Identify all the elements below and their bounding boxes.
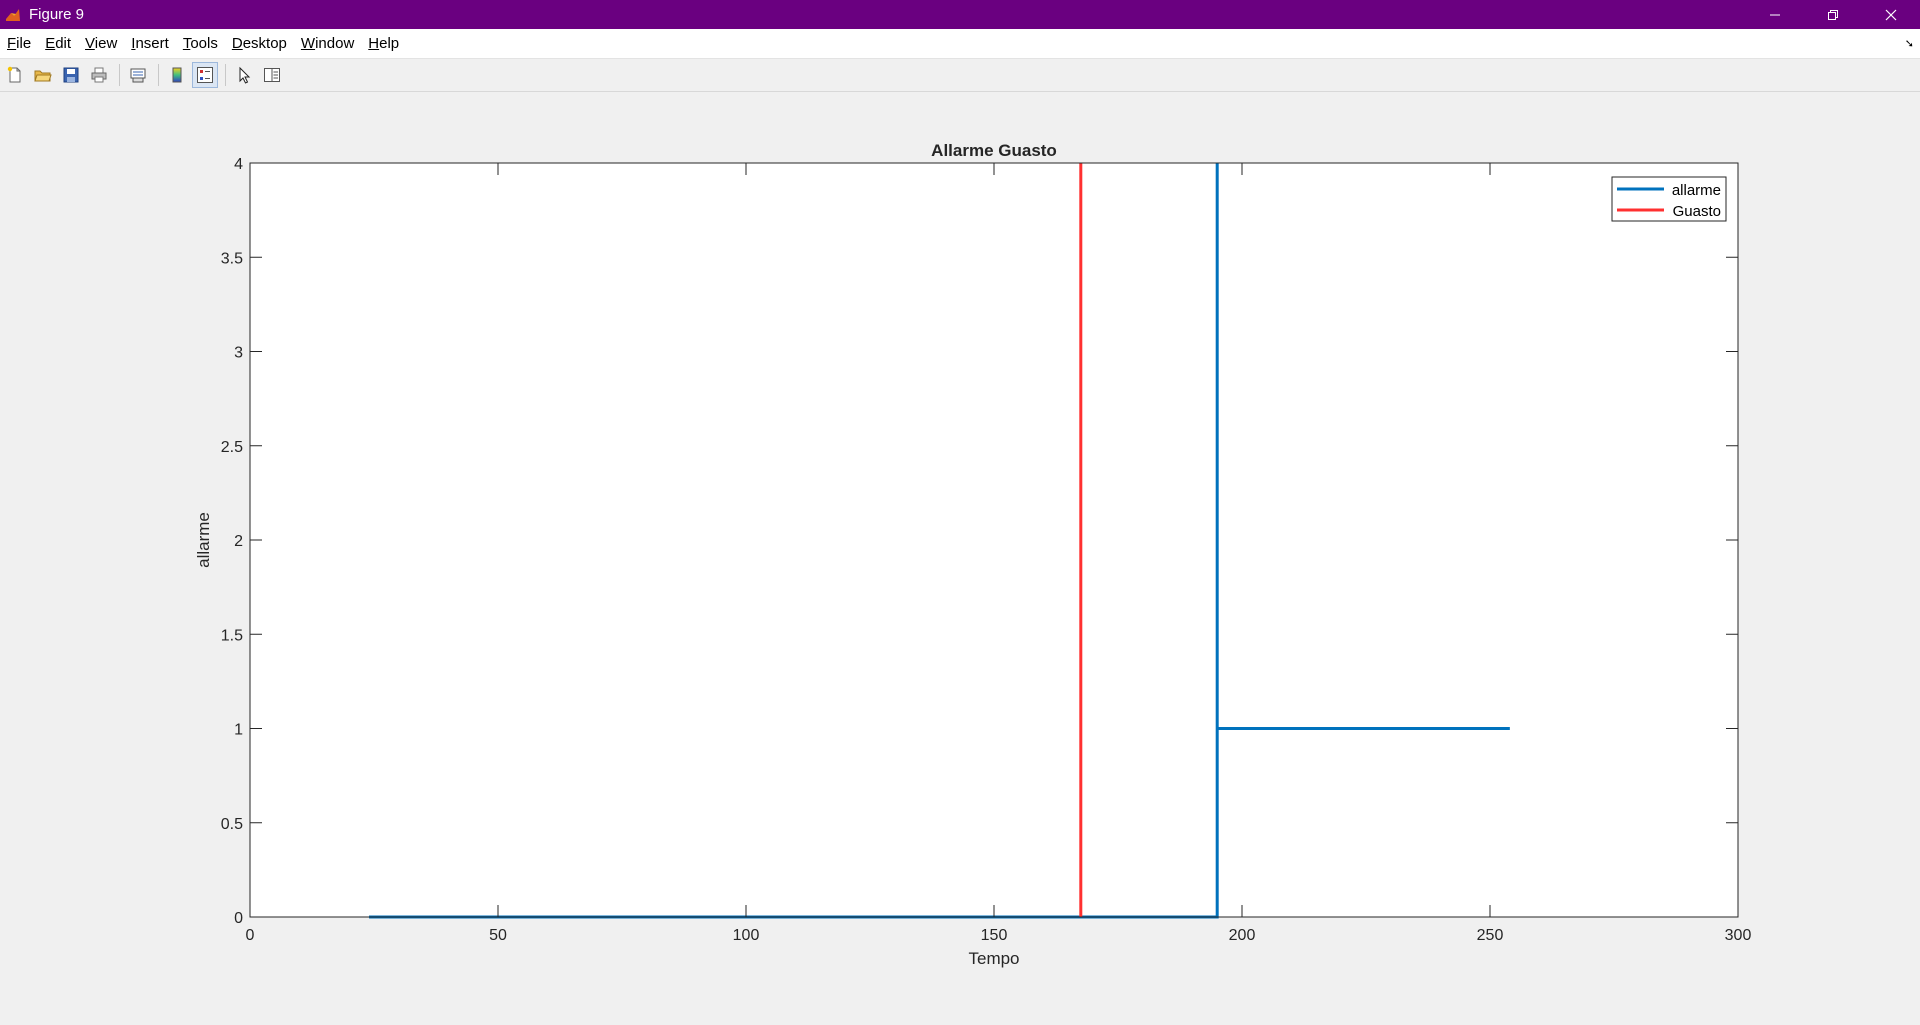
y-tick-label: 2 [234, 533, 243, 550]
matlab-icon [6, 8, 20, 21]
menu-file[interactable]: File [7, 34, 32, 52]
y-tick-label: 4 [234, 156, 243, 173]
new-figure-button[interactable] [2, 62, 28, 88]
colorbar-button[interactable] [164, 62, 190, 88]
menu-edit[interactable]: Edit [45, 34, 72, 52]
link-plot-icon [130, 68, 146, 83]
legend-box [1611, 176, 1727, 222]
legend-label: Guasto [1673, 203, 1721, 220]
open-file-icon [34, 70, 52, 82]
print-button[interactable] [86, 62, 112, 88]
window-titlebar: Figure 9 [0, 0, 1920, 29]
open-file-button[interactable] [30, 62, 56, 88]
x-tick-label: 150 [981, 927, 1008, 944]
minimize-button[interactable] [1746, 0, 1804, 29]
dock-arrow-icon[interactable]: ➘ [1904, 38, 1914, 50]
legend-label: allarme [1672, 182, 1721, 199]
menu-view[interactable]: View [85, 34, 118, 52]
new-figure-icon [7, 66, 21, 83]
restore-icon [1828, 9, 1838, 20]
figure-canvas: 0 50 100 150 200 250 300 0 0.5 1 1.5 2 2.5 3 3.5 4 Alla… [0, 92, 1920, 1020]
close-icon [1885, 9, 1897, 20]
plot-area [250, 163, 1738, 917]
y-tick-label: 1 [234, 722, 243, 739]
x-tick-label: 50 [489, 927, 507, 944]
axes-box [249, 162, 1739, 918]
menu-window[interactable]: Window [300, 34, 355, 52]
colorbar-icon [172, 67, 182, 83]
y-axis-label: allarme [194, 512, 213, 568]
chart-title: Allarme Guasto [931, 141, 1057, 160]
x-tick-label: 0 [246, 927, 255, 944]
legend-icon [197, 67, 213, 83]
menu-insert[interactable]: Insert [131, 34, 169, 52]
y-tick-label: 1.5 [221, 627, 243, 644]
x-tick-label: 100 [733, 927, 760, 944]
menu-bar: File Edit View Insert Tools Desktop Wind… [0, 29, 1920, 59]
x-tick-label: 200 [1229, 927, 1256, 944]
legend-button[interactable] [192, 62, 218, 88]
y-tick-label: 2.5 [221, 439, 243, 456]
window-controls [1746, 0, 1920, 29]
chart: 0 50 100 150 200 250 300 0 0.5 1 1.5 2 2.5 3 3.5 4 Alla… [194, 141, 1752, 968]
link-plot-button[interactable] [125, 62, 151, 88]
legend[interactable]: allarme Guasto [1611, 176, 1727, 222]
x-tick-label: 250 [1477, 927, 1504, 944]
y-tick-label: 3.5 [221, 250, 243, 267]
restore-button[interactable] [1804, 0, 1862, 29]
x-axis-label: Tempo [968, 949, 1019, 968]
x-tick-label: 300 [1725, 927, 1752, 944]
minimize-icon [1770, 14, 1780, 15]
edit-plot-button[interactable] [231, 62, 257, 88]
property-inspector-button[interactable] [259, 62, 285, 88]
y-tick-label: 0.5 [221, 816, 243, 833]
figure-toolbar [0, 59, 1920, 92]
axes: 0 50 100 150 200 250 300 0 0.5 1 1.5 2 2.5 3 3.5 4 [221, 156, 1752, 944]
close-button[interactable] [1862, 0, 1920, 29]
print-icon [91, 67, 107, 83]
toolbar-separator [225, 64, 226, 86]
axes-frame [249, 162, 1739, 918]
toolbar-separator [158, 64, 159, 86]
save-button[interactable] [58, 62, 84, 88]
save-icon [63, 67, 79, 83]
window-title: Figure 9 [29, 6, 85, 23]
toolbar-separator [119, 64, 120, 86]
menu-help[interactable]: Help [368, 34, 400, 52]
y-tick-label: 0 [234, 910, 243, 927]
edit-plot-icon [239, 66, 251, 84]
property-inspector-icon [264, 68, 280, 82]
menu-tools[interactable]: Tools [182, 34, 218, 52]
y-tick-label: 3 [234, 345, 243, 362]
menu-desktop[interactable]: Desktop [231, 34, 287, 52]
